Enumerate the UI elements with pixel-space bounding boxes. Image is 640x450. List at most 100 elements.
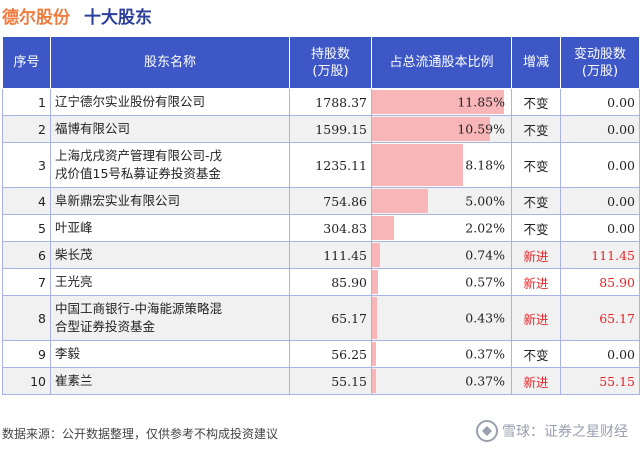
change-shares: 0.00 xyxy=(560,340,640,368)
shareholder-name: 阜新鼎宏实业有限公司 xyxy=(50,187,290,215)
change-status: 不变 xyxy=(511,115,561,143)
change-shares: 0.00 xyxy=(560,187,640,215)
ratio-bar xyxy=(372,270,379,294)
brand-logo: 雪球：证券之星财经 xyxy=(476,420,628,442)
col-header-change-shares: 变动股数 (万股) xyxy=(560,36,640,89)
table-row: 1 辽宁德尔实业股份有限公司 1788.37 11.85% 不变 0.00 xyxy=(2,88,640,116)
shares-held: 304.83 xyxy=(289,214,372,242)
snowball-icon xyxy=(476,420,498,442)
col-header-shares: 持股数 (万股) xyxy=(289,36,372,89)
ratio-cell: 0.74% xyxy=(371,241,512,269)
shares-held: 111.45 xyxy=(289,241,372,269)
table-row: 6 柴长茂 111.45 0.74% 新进 111.45 xyxy=(2,241,640,269)
shareholder-name: 李毅 xyxy=(50,340,290,368)
ratio-cell: 5.00% xyxy=(371,187,512,215)
ratio-bar xyxy=(372,189,428,213)
change-shares: 65.17 xyxy=(560,295,640,341)
table-row: 8 中国工商银行-中海能源策略混 合型证券投资基金 65.17 0.43% 新进 65.1… xyxy=(2,295,640,341)
shares-held: 1599.15 xyxy=(289,115,372,143)
table-body: 1 辽宁德尔实业股份有限公司 1788.37 11.85% 不变 0.00 2 福博有限公司 1… xyxy=(2,88,640,395)
shares-held: 65.17 xyxy=(289,295,372,341)
table-row: 10 崔素兰 55.15 0.37% 新进 55.15 xyxy=(2,367,640,395)
ratio-bar xyxy=(372,216,395,240)
change-status: 不变 xyxy=(511,142,561,188)
ratio-value: 0.37% xyxy=(465,373,505,389)
ratio-bar xyxy=(372,90,504,114)
ratio-cell: 0.43% xyxy=(371,295,512,341)
change-shares: 55.15 xyxy=(560,367,640,395)
change-status: 不变 xyxy=(511,187,561,215)
ratio-cell: 10.59% xyxy=(371,115,512,143)
change-shares: 0.00 xyxy=(560,88,640,116)
ratio-value: 8.18% xyxy=(465,157,505,173)
row-index: 8 xyxy=(2,295,51,341)
table-row: 2 福博有限公司 1599.15 10.59% 不变 0.00 xyxy=(2,115,640,143)
shareholder-name: 王光亮 xyxy=(50,268,290,296)
col-header-name: 股东名称 xyxy=(50,36,290,89)
table-row: 9 李毅 56.25 0.37% 不变 0.00 xyxy=(2,340,640,368)
table-header-row: 序号 股东名称 持股数 (万股) 占总流通股本比例 增减 变动股数 (万股) xyxy=(2,36,640,89)
ratio-bar xyxy=(372,243,381,267)
row-index: 2 xyxy=(2,115,51,143)
table-row: 3 上海戊戌资产管理有限公司-戊 戌价值15号私募证券投资基金 1235.11 8.1… xyxy=(2,142,640,188)
shareholder-name: 辽宁德尔实业股份有限公司 xyxy=(50,88,290,116)
table-row: 4 阜新鼎宏实业有限公司 754.86 5.00% 不变 0.00 xyxy=(2,187,640,215)
change-shares: 0.00 xyxy=(560,115,640,143)
change-shares: 0.00 xyxy=(560,142,640,188)
shares-held: 55.15 xyxy=(289,367,372,395)
change-shares: 85.90 xyxy=(560,268,640,296)
ratio-value: 0.37% xyxy=(465,346,505,362)
ratio-value: 0.43% xyxy=(465,310,505,326)
ratio-value: 0.57% xyxy=(465,274,505,290)
change-status: 新进 xyxy=(511,295,561,341)
ratio-value: 0.74% xyxy=(465,247,505,263)
change-status: 新进 xyxy=(511,241,561,269)
change-shares: 111.45 xyxy=(560,241,640,269)
shares-held: 754.86 xyxy=(289,187,372,215)
ratio-cell: 0.37% xyxy=(371,367,512,395)
col-header-change: 增减 xyxy=(511,36,561,89)
table-row: 5 叶亚峰 304.83 2.02% 不变 0.00 xyxy=(2,214,640,242)
col-header-index: 序号 xyxy=(2,36,51,89)
change-status: 不变 xyxy=(511,340,561,368)
row-index: 3 xyxy=(2,142,51,188)
ratio-cell: 8.18% xyxy=(371,142,512,188)
shareholder-name: 柴长茂 xyxy=(50,241,290,269)
table-row: 7 王光亮 85.90 0.57% 新进 85.90 xyxy=(2,268,640,296)
shareholder-name: 崔素兰 xyxy=(50,367,290,395)
ratio-value: 2.02% xyxy=(465,220,505,236)
page-title: 十大股东 xyxy=(84,7,152,28)
row-index: 1 xyxy=(2,88,51,116)
ratio-value: 10.59% xyxy=(457,121,505,137)
brand-text: 雪球：证券之星财经 xyxy=(502,424,628,440)
row-index: 10 xyxy=(2,367,51,395)
ratio-value: 5.00% xyxy=(465,193,505,209)
ratio-cell: 11.85% xyxy=(371,88,512,116)
ratio-bar xyxy=(372,297,377,339)
row-index: 5 xyxy=(2,214,51,242)
row-index: 9 xyxy=(2,340,51,368)
shares-held: 1788.37 xyxy=(289,88,372,116)
ratio-bar xyxy=(372,144,463,186)
ratio-bar xyxy=(372,342,377,366)
shareholder-name: 叶亚峰 xyxy=(50,214,290,242)
data-source-note: 数据来源：公开数据整理，仅供参考不构成投资建议 xyxy=(2,427,279,441)
title-bar: 德尔股份 十大股东 xyxy=(2,2,152,28)
row-index: 6 xyxy=(2,241,51,269)
ratio-bar xyxy=(372,117,490,141)
shares-held: 85.90 xyxy=(289,268,372,296)
top-ten-shareholders-table: 序号 股东名称 持股数 (万股) 占总流通股本比例 增减 变动股数 (万股) 1 辽宁德尔实… xyxy=(2,36,640,395)
change-status: 不变 xyxy=(511,88,561,116)
ratio-bar xyxy=(372,369,377,393)
row-index: 7 xyxy=(2,268,51,296)
shares-held: 56.25 xyxy=(289,340,372,368)
change-status: 新进 xyxy=(511,268,561,296)
ratio-cell: 0.37% xyxy=(371,340,512,368)
shares-held: 1235.11 xyxy=(289,142,372,188)
company-name: 德尔股份 xyxy=(2,7,70,28)
change-status: 新进 xyxy=(511,367,561,395)
shareholder-name: 中国工商银行-中海能源策略混 合型证券投资基金 xyxy=(50,295,290,341)
ratio-cell: 2.02% xyxy=(371,214,512,242)
change-shares: 0.00 xyxy=(560,214,640,242)
col-header-ratio: 占总流通股本比例 xyxy=(371,36,512,89)
